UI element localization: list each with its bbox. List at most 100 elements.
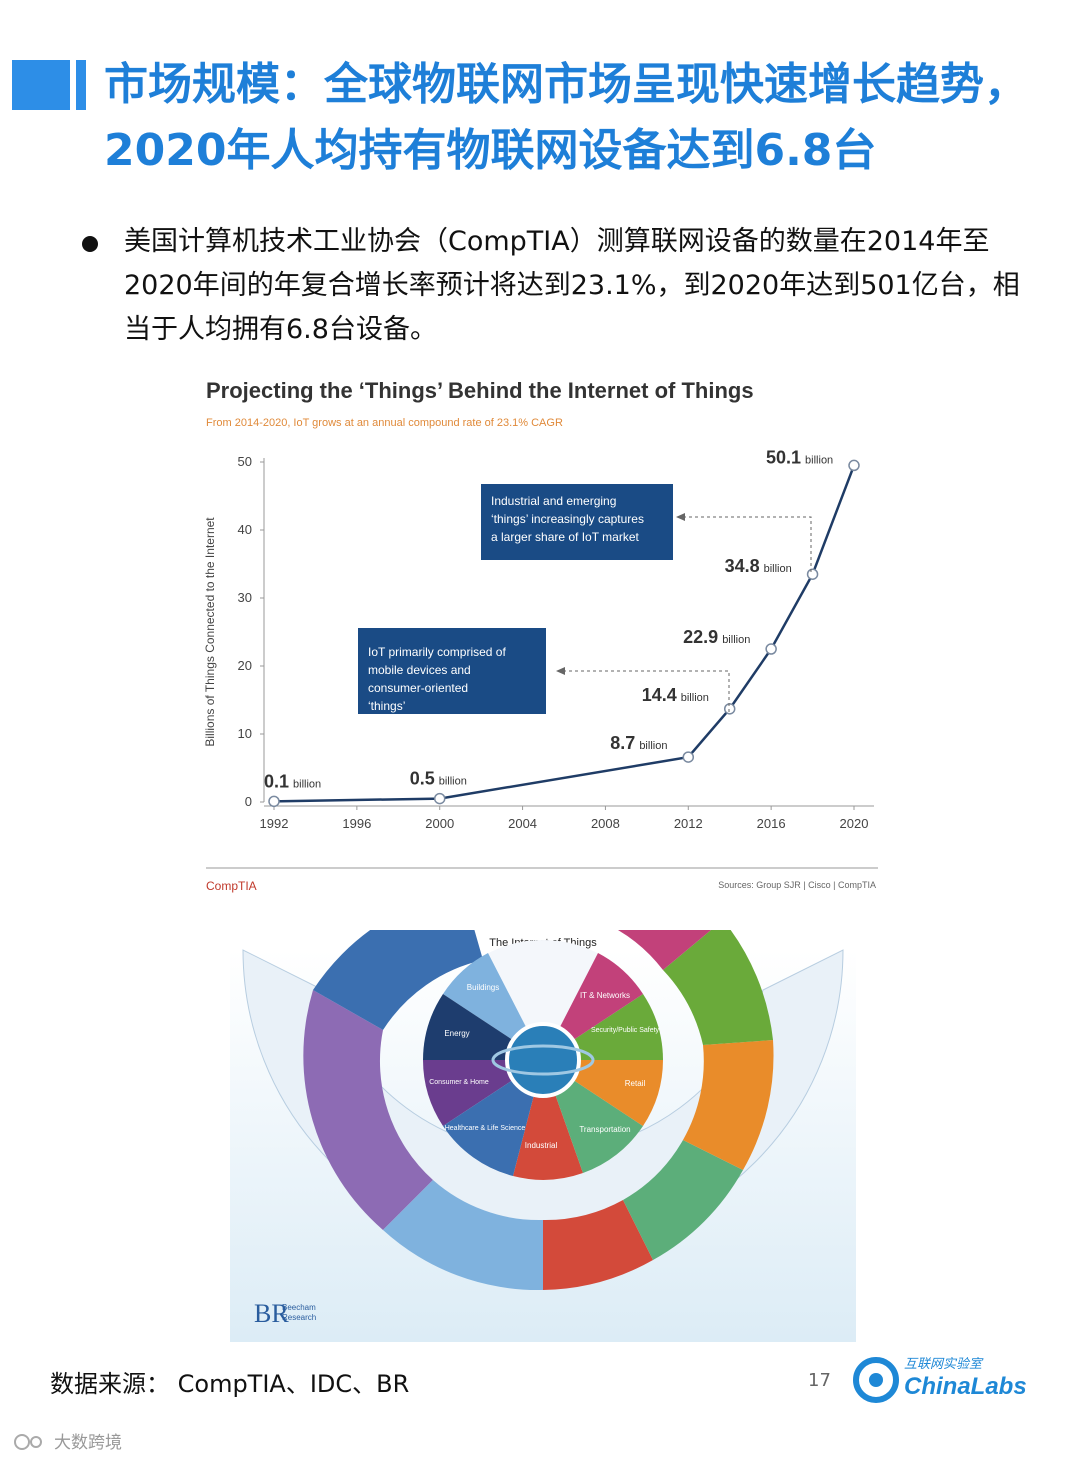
title-accent-block — [12, 60, 70, 110]
x-tick-label: 2012 — [674, 816, 703, 831]
bullet-text: 美国计算机技术工业协会（CompTIA）测算联网设备的数量在2014年至2020… — [124, 226, 1020, 345]
x-tick-label: 2008 — [591, 816, 620, 831]
data-label: 8.7 billion — [610, 733, 667, 753]
x-tick-label: 2020 — [840, 816, 869, 831]
data-point — [848, 459, 860, 472]
watermark-icon: 大数跨境 — [14, 1433, 122, 1453]
data-label-value: 0.5 — [410, 769, 435, 789]
title-accent-stripe — [76, 60, 86, 110]
data-label-unit: billion — [639, 740, 667, 752]
logo-cn: 互联网实验室 — [904, 1356, 984, 1372]
callout-bottom-line-2: mobile devices and — [368, 663, 471, 677]
data-point — [765, 643, 777, 655]
logo-dot — [869, 1373, 883, 1387]
y-tick-label: 10 — [238, 726, 252, 741]
segment-label-it: IT & Networks — [580, 991, 630, 1000]
chinalabs-logo-icon: 互联网实验室 ChinaLabs — [853, 1356, 1027, 1403]
iot-wheel-graphic: The Internet of Things Ind — [230, 850, 856, 1342]
chart-ticks: 0 10 20 30 40 50 1992 1996 2000 2004 2008 2012 2016 2… — [238, 454, 869, 831]
data-label-unit: billion — [764, 563, 792, 575]
iot-projection-chart: Projecting the ‘Things’ Behind the Inter… — [203, 378, 878, 893]
chart-series — [268, 459, 860, 808]
chart-data-labels: 0.1 billion 0.5 billion 8.7 billion 14.4 billio… — [264, 447, 833, 791]
callout-bottom-connector — [563, 670, 730, 712]
data-label-value: 34.8 — [725, 556, 760, 576]
data-label-value: 22.9 — [683, 627, 718, 647]
chart-sources: Sources: Group SJR | Cisco | CompTIA — [718, 880, 876, 890]
logo-ring — [853, 1357, 899, 1403]
y-tick-label: 20 — [238, 658, 252, 673]
callout-top-connector — [683, 516, 812, 572]
segment-label-transportation: Transportation — [579, 1125, 630, 1134]
data-label: 14.4 billion — [642, 685, 709, 705]
data-label-value: 14.4 — [642, 685, 677, 705]
data-label-value: 50.1 — [766, 447, 801, 467]
beecham-logo-icon: BR — [254, 1299, 289, 1328]
wheel-ring-sector-right — [683, 1040, 774, 1170]
callout-top-line-3: a larger share of IoT market — [491, 530, 640, 544]
x-tick-label: 2004 — [508, 816, 537, 831]
y-axis-label: Billions of Things Connected to the Inte… — [203, 517, 217, 747]
data-label-value: 8.7 — [610, 733, 635, 753]
y-tick-label: 40 — [238, 522, 252, 537]
segment-label-industrial: Industrial — [525, 1141, 558, 1150]
logo-en: ChinaLabs — [904, 1373, 1027, 1400]
watermark-circle-small — [30, 1436, 42, 1448]
segment-label-consumer: Consumer & Home — [429, 1079, 489, 1086]
callout-top-box — [481, 484, 673, 560]
segment-label-buildings: Buildings — [467, 983, 499, 992]
callout-top-line-1: Industrial and emerging — [491, 494, 616, 508]
callout-bottom-box — [358, 628, 546, 714]
beecham-brand-2: Research — [282, 1313, 316, 1322]
watermark-text: 大数跨境 — [54, 1433, 122, 1453]
chart-axes — [263, 458, 874, 807]
page-number: 17 — [808, 1370, 831, 1391]
data-point — [723, 703, 736, 715]
chart-title: Projecting the ‘Things’ Behind the Inter… — [206, 378, 754, 403]
callout-top-arrow — [676, 513, 685, 521]
callout-top-line-2: ‘things’ increasingly captures — [491, 512, 644, 526]
beecham-brand-1: Beecham — [282, 1303, 316, 1312]
x-tick-label: 2000 — [425, 816, 454, 831]
callout-bottom-arrow — [556, 667, 565, 675]
comptia-brand: CompTIA — [206, 879, 257, 893]
callout-bottom-line-3: consumer-oriented — [368, 681, 468, 695]
segment-label-security: Security/Public Safety — [591, 1027, 660, 1034]
wheel-ring-sector-bottom-right — [623, 1140, 743, 1260]
chinalabs-logo: 互联网实验室 ChinaLabs — [852, 1350, 1052, 1410]
data-label-unit: billion — [293, 778, 321, 790]
globe-ring — [491, 1044, 595, 1076]
x-tick-label: 2016 — [757, 816, 786, 831]
wheel-ring-sector-bottom — [543, 1200, 653, 1290]
iot-projection-figure: Projecting the ‘Things’ Behind the Inter… — [178, 362, 890, 902]
segment-label-retail: Retail — [625, 1079, 646, 1088]
watermark-circle — [14, 1434, 30, 1450]
data-label: 0.1 billion — [264, 771, 321, 791]
iot-wheel-figure: The Internet of Things Ind — [230, 850, 856, 1342]
wheel-ring-sector-left — [303, 990, 433, 1230]
y-tick-label: 30 — [238, 590, 252, 605]
data-label: 50.1 billion — [766, 447, 833, 467]
watermark: 大数跨境 — [12, 1428, 162, 1456]
segment-label-energy: Energy — [444, 1029, 469, 1038]
segment-label-healthcare: Healthcare & Life Science — [445, 1125, 526, 1132]
data-label: 34.8 billion — [725, 556, 792, 576]
bullet-icon — [82, 236, 98, 252]
segment-industrial — [513, 1060, 583, 1180]
wheel-ring-sector-right-top — [663, 920, 773, 1045]
data-label-unit: billion — [722, 634, 750, 646]
callout-bottom-line-4: ‘things’ — [368, 699, 405, 713]
segment-healthcare — [443, 1060, 543, 1176]
x-tick-label: 1992 — [260, 816, 289, 831]
data-point — [682, 751, 695, 763]
data-label: 22.9 billion — [683, 627, 750, 647]
globe-icon — [505, 1022, 581, 1098]
data-label-value: 0.1 — [264, 771, 289, 791]
data-label-unit: billion — [805, 454, 833, 466]
x-tick-label: 1996 — [342, 816, 371, 831]
data-point — [433, 792, 446, 805]
data-label-unit: billion — [681, 692, 709, 704]
data-label: 0.5 billion — [410, 769, 467, 789]
data-source: 数据来源： CompTIA、IDC、BR — [50, 1370, 410, 1398]
wheel-rings: Industrial Transportation Retail Securit… — [242, 850, 844, 1291]
